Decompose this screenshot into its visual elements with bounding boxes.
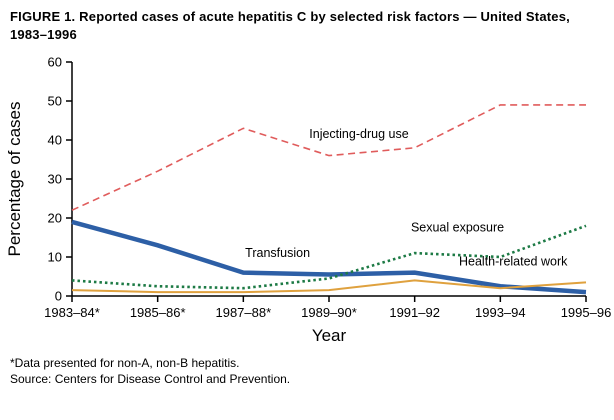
x-tick-label: 1983–84* [44,305,100,320]
x-tick-label: 1985–86* [130,305,186,320]
x-tick-label: 1989–90* [301,305,357,320]
footnote-source: Source: Centers for Disease Control and … [10,371,291,386]
y-tick-label: 10 [48,250,62,265]
chart-area: 0 10 20 30 40 50 60 1983–84* 1985–86* 1987–88* 198… [0,46,614,354]
y-tick-label: 60 [48,55,62,70]
annotation-health-related-work: Health-related work [459,255,568,269]
y-tick-label: 0 [55,289,62,304]
line-chart: 0 10 20 30 40 50 60 1983–84* 1985–86* 1987–88* 198… [5,55,612,346]
annotation-injecting-drug-use: Injecting-drug use [309,127,408,141]
annotation-transfusion: Transfusion [245,246,310,260]
y-tick-label: 20 [48,211,62,226]
figure-title: FIGURE 1. Reported cases of acute hepati… [10,9,570,43]
series-line-health-related-work [71,279,587,294]
y-tick-label: 30 [48,172,62,187]
series-line-injecting-drug-use [71,104,586,212]
footnotes: *Data presented for non-A, non-B hepatit… [0,354,614,387]
y-tick-label: 40 [48,133,62,148]
footnote-asterisk: *Data presented for non-A, non-B hepatit… [10,356,240,371]
series-line-transfusion [71,220,587,295]
annotation-sexual-exposure: Sexual exposure [411,221,504,235]
x-axis-title: Year [312,326,347,345]
y-tick-label: 50 [48,94,62,109]
x-tick-label: 1995–96 [561,305,612,320]
y-axis-title: Percentage of cases [5,102,24,257]
x-tick-label: 1987–88* [215,305,271,320]
x-tick-label: 1991–92 [389,305,440,320]
x-tick-label: 1993–94 [475,305,526,320]
